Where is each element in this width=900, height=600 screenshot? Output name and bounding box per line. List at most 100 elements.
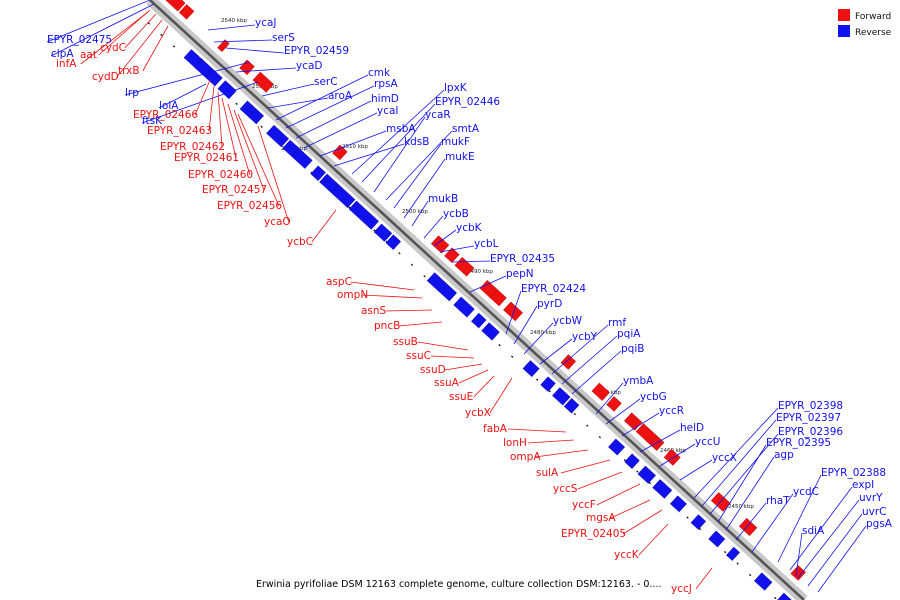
reverse-gene xyxy=(540,376,556,392)
tick-mark xyxy=(623,458,627,462)
leader-line xyxy=(659,443,696,467)
gene-label-pqib: pqiB xyxy=(621,343,644,355)
gene-label-yccj: yccJ xyxy=(671,583,692,595)
leader-line xyxy=(433,229,457,247)
forward-gene xyxy=(591,382,610,401)
gene-shade xyxy=(165,0,181,15)
leader-line xyxy=(333,143,405,167)
gene-shade xyxy=(754,580,768,594)
genome-backbone xyxy=(146,0,808,600)
leader-line xyxy=(789,486,853,571)
gene-label-msba: msbA xyxy=(386,123,416,135)
leader-line xyxy=(751,493,794,553)
tick-mark xyxy=(410,263,414,266)
gene-shade xyxy=(252,80,270,96)
gene-shade xyxy=(444,255,455,266)
tick-label: 2540 kbp xyxy=(221,18,247,24)
gene-shade xyxy=(637,474,652,487)
gene-label-epyr-02461: EPYR_02461 xyxy=(174,152,239,164)
leader-line xyxy=(158,83,207,109)
gene-label-clpa: clpA xyxy=(51,48,74,60)
leader-line xyxy=(610,499,651,519)
leader-line xyxy=(116,19,163,78)
gene-shade xyxy=(453,305,470,321)
leader-line xyxy=(225,47,285,54)
gene-label-himd: himD xyxy=(371,93,399,105)
leader-line xyxy=(717,444,767,523)
leader-line xyxy=(403,158,446,219)
reverse-gene xyxy=(471,312,487,329)
gene-label-yccr: yccR xyxy=(659,405,684,417)
leader-line xyxy=(213,39,273,43)
tick-mark xyxy=(536,378,539,381)
gene-label-ycai: ycaI xyxy=(377,105,399,117)
leader-line xyxy=(217,91,223,148)
leader-line xyxy=(797,499,860,579)
gene-label-pncb: pncB xyxy=(374,320,400,332)
tick-mark xyxy=(147,22,151,25)
tick-mark xyxy=(373,229,376,232)
leader-line xyxy=(194,79,211,116)
gene-label-ftsk: ftsK xyxy=(142,115,163,127)
tick-mark xyxy=(348,206,351,209)
gene-shade xyxy=(739,526,753,539)
gene-label-lpxk: lpxK xyxy=(444,82,468,94)
gene-shade xyxy=(471,321,482,332)
gene-label-rpsa: rpsA xyxy=(374,78,398,90)
gene-shade xyxy=(179,12,190,23)
leader-line xyxy=(398,321,443,327)
gene-shade xyxy=(503,309,519,324)
gene-shade xyxy=(624,420,638,434)
gene-label-epyr-02475: EPYR_02475 xyxy=(47,34,112,46)
leader-line xyxy=(351,89,445,175)
leader-line xyxy=(50,3,155,57)
backbone-line xyxy=(149,0,805,600)
tick-mark xyxy=(498,344,501,347)
leader-line xyxy=(639,429,681,453)
leader-line xyxy=(311,209,337,243)
gene-label-mukb: mukB xyxy=(428,193,458,205)
gene-label-ycaj: ycaJ xyxy=(255,17,277,29)
leader-line xyxy=(227,103,251,176)
tick-mark xyxy=(510,355,514,358)
leader-line xyxy=(98,9,151,56)
gene-label-yccu: yccU xyxy=(695,436,720,448)
gene-shade xyxy=(540,384,551,395)
gene-label-serc: serC xyxy=(314,76,338,88)
tick-mark xyxy=(573,412,576,416)
gene-label-epyr-02456: EPYR_02456 xyxy=(217,200,282,212)
tick-mark xyxy=(736,562,739,565)
gene-label-ycbl: ycbL xyxy=(474,238,499,250)
gene-shade xyxy=(431,243,445,257)
gene-label-sdia: sdiA xyxy=(802,525,825,537)
tick-mark xyxy=(160,33,163,37)
gene-label-rmf: rmf xyxy=(608,317,626,329)
leader-line xyxy=(561,335,618,385)
leader-line xyxy=(124,13,157,49)
leader-line xyxy=(596,483,641,506)
reverse-gene xyxy=(708,530,726,548)
gene-label-epyr-02446: EPYR_02446 xyxy=(435,96,500,108)
gene-label-sula: sulA xyxy=(536,467,559,479)
leader-line xyxy=(295,100,372,139)
gene-shade xyxy=(552,395,566,409)
gene-label-ssue: ssuE xyxy=(449,391,473,403)
gene-label-pqia: pqiA xyxy=(617,328,641,340)
gene-label-aat: aat xyxy=(80,49,97,61)
gene-shade xyxy=(331,192,351,211)
tick-mark xyxy=(774,596,777,600)
tick-mark xyxy=(723,550,727,554)
leader-line xyxy=(523,322,554,355)
leader-line xyxy=(795,532,803,577)
gene-label-mukf: mukF xyxy=(441,136,470,148)
reverse-gene xyxy=(669,495,687,513)
leader-line xyxy=(709,433,779,515)
gene-label-asns: asnS xyxy=(361,305,387,317)
gene-shade xyxy=(608,447,621,459)
gene-label-ompa: ompA xyxy=(510,451,541,463)
leader-line xyxy=(513,305,538,345)
gene-label-epyr-02397: EPYR_02397 xyxy=(776,412,841,424)
gene-label-ssub: ssuB xyxy=(393,336,418,348)
gene-label-smta: smtA xyxy=(452,123,480,135)
gene-label-lonh: lonH xyxy=(503,437,527,449)
